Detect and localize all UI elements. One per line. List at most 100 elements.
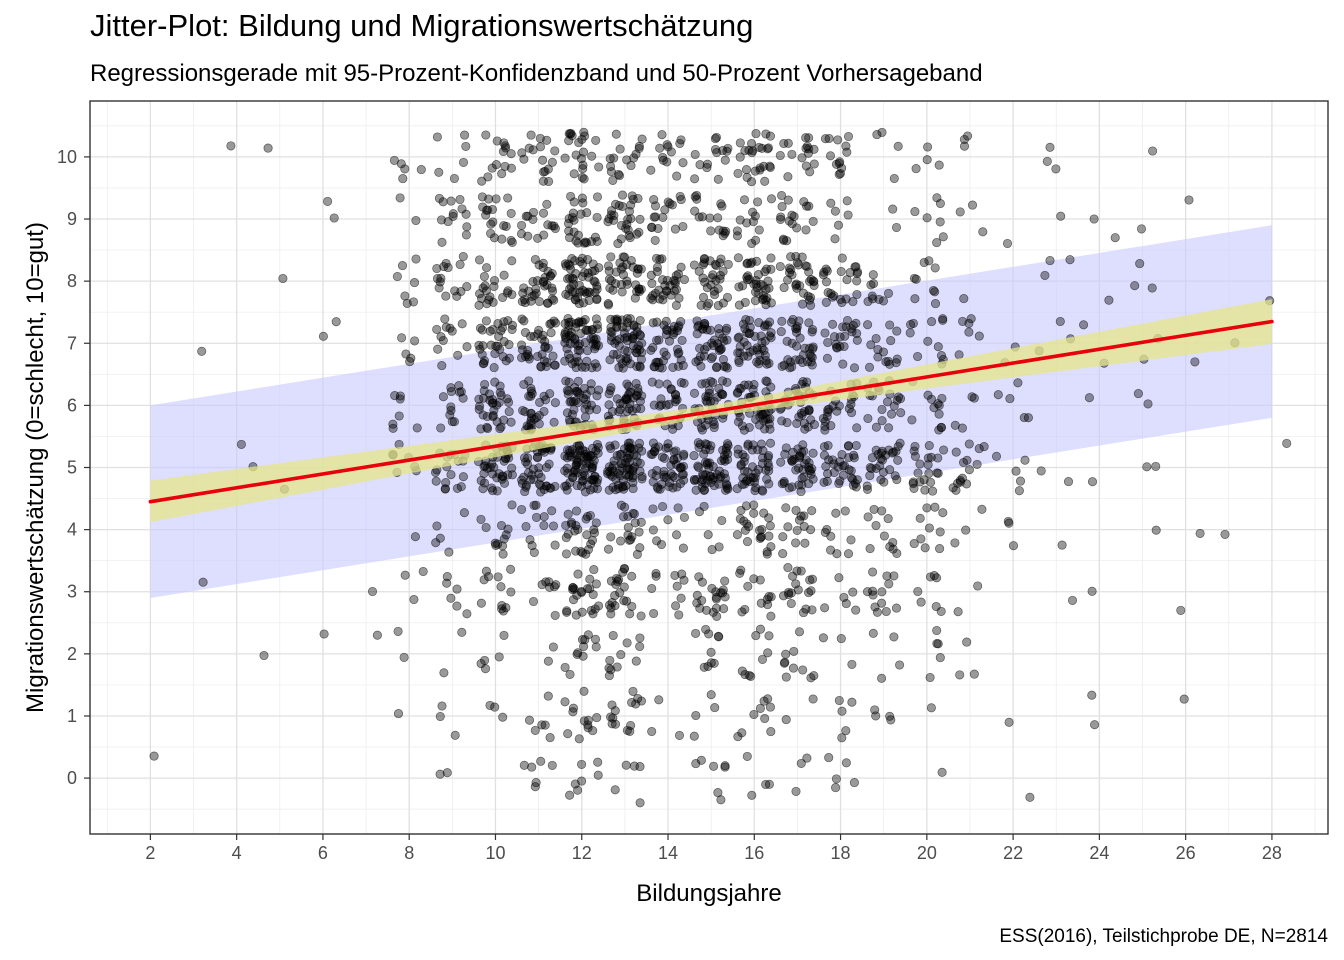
data-point bbox=[626, 161, 636, 171]
data-point bbox=[629, 153, 639, 163]
data-point bbox=[478, 283, 488, 293]
data-point bbox=[761, 465, 771, 475]
data-point bbox=[758, 290, 768, 301]
data-point bbox=[622, 638, 632, 648]
data-point bbox=[761, 300, 771, 310]
data-point bbox=[517, 504, 527, 515]
data-point bbox=[592, 713, 602, 723]
data-point bbox=[626, 200, 636, 210]
data-point bbox=[662, 140, 672, 150]
data-point bbox=[888, 544, 898, 554]
data-point bbox=[499, 630, 509, 640]
data-point bbox=[868, 270, 878, 280]
data-point bbox=[701, 605, 712, 615]
data-point bbox=[542, 199, 552, 209]
data-point bbox=[477, 325, 487, 335]
data-point bbox=[603, 466, 613, 476]
data-point bbox=[458, 157, 469, 167]
data-point bbox=[518, 288, 528, 298]
data-point bbox=[611, 485, 621, 495]
data-point bbox=[431, 538, 441, 548]
data-point bbox=[764, 358, 774, 368]
data-point bbox=[578, 164, 588, 174]
data-point bbox=[698, 292, 709, 302]
data-point bbox=[708, 416, 718, 427]
data-point bbox=[871, 422, 881, 432]
data-point bbox=[820, 134, 831, 144]
data-point bbox=[974, 331, 984, 341]
data-point bbox=[699, 501, 709, 511]
data-point bbox=[792, 525, 802, 535]
data-point bbox=[791, 505, 801, 515]
data-point bbox=[400, 570, 410, 580]
data-point bbox=[886, 715, 896, 725]
data-point bbox=[755, 624, 766, 634]
data-point bbox=[617, 287, 627, 297]
data-point bbox=[482, 299, 492, 309]
data-point bbox=[395, 394, 405, 404]
data-point bbox=[696, 422, 706, 433]
data-point bbox=[764, 466, 774, 476]
data-point bbox=[575, 450, 585, 460]
data-point bbox=[786, 598, 796, 609]
data-point bbox=[1045, 142, 1055, 152]
data-point bbox=[673, 361, 684, 371]
data-point bbox=[723, 259, 733, 269]
data-point bbox=[477, 192, 487, 202]
data-point bbox=[573, 376, 583, 386]
data-point bbox=[922, 155, 932, 165]
data-point bbox=[1014, 486, 1024, 496]
data-point bbox=[748, 217, 758, 227]
data-point bbox=[657, 452, 667, 462]
data-point bbox=[580, 131, 590, 141]
data-point bbox=[475, 344, 485, 354]
data-point bbox=[406, 353, 416, 363]
data-point bbox=[732, 530, 742, 540]
data-point bbox=[538, 176, 548, 186]
data-point bbox=[808, 216, 818, 226]
data-point bbox=[583, 723, 593, 733]
data-point bbox=[652, 317, 662, 327]
data-point bbox=[705, 256, 715, 266]
data-point bbox=[610, 706, 620, 716]
data-point bbox=[720, 576, 730, 586]
data-point bbox=[618, 322, 628, 332]
data-point bbox=[742, 537, 753, 547]
data-point bbox=[791, 251, 801, 261]
data-point bbox=[1063, 477, 1074, 487]
data-point bbox=[411, 215, 421, 226]
data-point bbox=[832, 406, 842, 416]
data-point bbox=[479, 386, 489, 396]
data-point bbox=[462, 609, 472, 619]
data-point bbox=[626, 443, 636, 453]
data-point bbox=[662, 325, 672, 335]
data-point bbox=[711, 363, 722, 373]
data-point bbox=[412, 423, 422, 433]
data-point bbox=[520, 298, 530, 308]
data-point bbox=[549, 417, 559, 427]
data-point bbox=[576, 547, 586, 557]
data-point bbox=[611, 474, 621, 484]
data-point bbox=[567, 331, 577, 342]
data-point bbox=[543, 656, 553, 666]
data-point bbox=[831, 783, 841, 793]
data-point bbox=[622, 464, 632, 474]
data-point bbox=[862, 587, 873, 597]
data-point bbox=[758, 281, 768, 291]
data-point bbox=[535, 133, 545, 143]
data-point bbox=[675, 479, 685, 489]
data-point bbox=[851, 605, 861, 615]
data-point bbox=[495, 381, 505, 391]
data-point bbox=[909, 483, 919, 493]
data-point bbox=[718, 146, 728, 156]
data-point bbox=[991, 451, 1002, 461]
data-point bbox=[504, 407, 514, 417]
data-point bbox=[580, 287, 590, 297]
data-point bbox=[578, 548, 588, 558]
data-point bbox=[776, 327, 786, 337]
data-point bbox=[820, 425, 830, 435]
data-point bbox=[1056, 211, 1066, 221]
data-point bbox=[619, 563, 629, 573]
data-point bbox=[977, 504, 987, 514]
data-point bbox=[678, 543, 688, 553]
